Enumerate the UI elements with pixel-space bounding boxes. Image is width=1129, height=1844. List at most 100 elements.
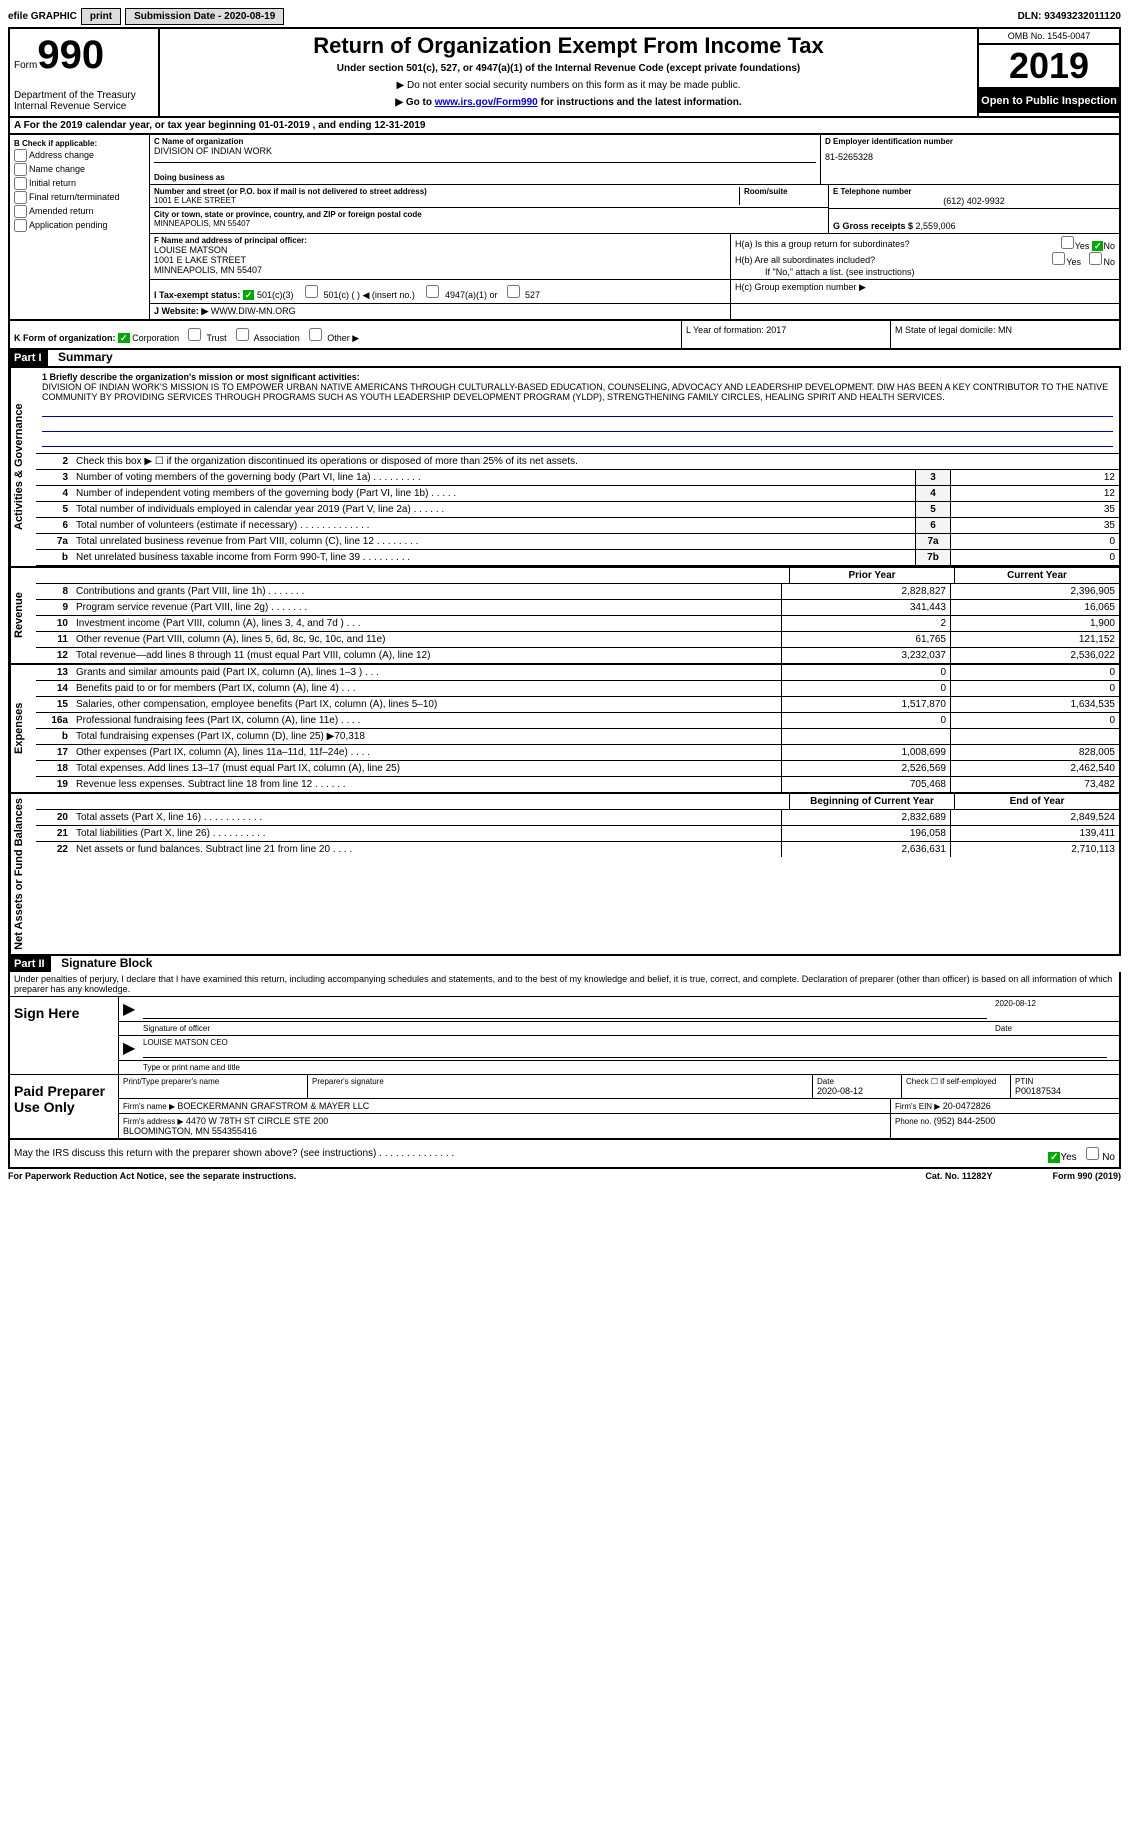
table-row: 14Benefits paid to or for members (Part … xyxy=(36,681,1119,697)
chk-amended[interactable]: Amended return xyxy=(14,205,145,218)
omb-number: OMB No. 1545-0047 xyxy=(979,29,1119,45)
firm-name: BOECKERMANN GRAFSTROM & MAYER LLC xyxy=(177,1101,369,1111)
part1-revenue: Revenue Prior Year Current Year 8Contrib… xyxy=(8,568,1121,665)
efile-label: efile GRAPHIC xyxy=(8,11,77,22)
tab-revenue: Revenue xyxy=(10,568,36,663)
table-row: bNet unrelated business taxable income f… xyxy=(36,550,1119,566)
tax-year: 2019 xyxy=(979,45,1119,89)
box-l: L Year of formation: 2017 xyxy=(681,321,890,348)
ptin: P00187534 xyxy=(1015,1086,1115,1096)
irs-discuss-line: May the IRS discuss this return with the… xyxy=(8,1140,1121,1169)
header-info-grid: B Check if applicable: Address change Na… xyxy=(8,133,1121,321)
box-m: M State of legal domicile: MN xyxy=(890,321,1119,348)
ein: 81-5265328 xyxy=(825,152,1115,162)
instructions-link: ▶ Go to www.irs.gov/Form990 for instruct… xyxy=(164,97,973,108)
tab-expenses: Expenses xyxy=(10,665,36,792)
page-footer: For Paperwork Reduction Act Notice, see … xyxy=(8,1171,1121,1181)
line-a: A For the 2019 calendar year, or tax yea… xyxy=(8,118,1121,133)
tab-governance: Activities & Governance xyxy=(10,368,36,566)
chk-corporation[interactable]: ✓ xyxy=(118,333,130,343)
paid-preparer-label: Paid Preparer Use Only xyxy=(10,1075,119,1138)
table-row: 19Revenue less expenses. Subtract line 1… xyxy=(36,777,1119,792)
form-header: Form990 Department of the Treasury Inter… xyxy=(8,27,1121,118)
chk-address-change[interactable]: Address change xyxy=(14,149,145,162)
table-row: 21Total liabilities (Part X, line 26) . … xyxy=(36,826,1119,842)
mission-block: 1 Briefly describe the organization's mi… xyxy=(36,368,1119,454)
table-row: 16aProfessional fundraising fees (Part I… xyxy=(36,713,1119,729)
box-e-g: E Telephone number (612) 402-9932 G Gros… xyxy=(829,185,1119,233)
table-row: 13Grants and similar amounts paid (Part … xyxy=(36,665,1119,681)
form-title: Return of Organization Exempt From Incom… xyxy=(164,33,973,59)
table-row: 17Other expenses (Part IX, column (A), l… xyxy=(36,745,1119,761)
table-row: 11Other revenue (Part VIII, column (A), … xyxy=(36,632,1119,648)
table-row: 7aTotal unrelated business revenue from … xyxy=(36,534,1119,550)
org-name: DIVISION OF INDIAN WORK xyxy=(154,146,816,156)
colhead-net: Beginning of Current Year End of Year xyxy=(36,794,1119,810)
table-row: 12Total revenue—add lines 8 through 11 (… xyxy=(36,648,1119,663)
box-c-address: Number and street (or P.O. box if mail i… xyxy=(150,185,829,233)
h-a-yesno[interactable]: Yes ✓No xyxy=(1055,236,1115,252)
chk-name-change[interactable]: Name change xyxy=(14,163,145,176)
header-mid: Return of Organization Exempt From Incom… xyxy=(160,29,979,116)
gross-receipts: 2,559,006 xyxy=(916,221,956,231)
open-to-public: Open to Public Inspection xyxy=(979,89,1119,113)
topbar: efile GRAPHIC print Submission Date - 20… xyxy=(8,8,1121,25)
h-b-yesno[interactable]: Yes No xyxy=(1046,252,1115,267)
box-i: I Tax-exempt status: ✓ 501(c)(3) 501(c) … xyxy=(150,280,731,303)
table-row: 10Investment income (Part VIII, column (… xyxy=(36,616,1119,632)
irs-link[interactable]: www.irs.gov/Form990 xyxy=(435,97,538,108)
chk-4947[interactable] xyxy=(426,285,439,298)
part1-bar: Part I xyxy=(8,350,48,366)
table-row: 8Contributions and grants (Part VIII, li… xyxy=(36,584,1119,600)
row-k: K Form of organization: ✓ Corporation Tr… xyxy=(8,321,1121,350)
irs-discuss-yesno[interactable]: ✓Yes No xyxy=(1048,1144,1115,1163)
chk-other[interactable] xyxy=(309,328,322,341)
header-left: Form990 Department of the Treasury Inter… xyxy=(10,29,160,116)
table-row: 22Net assets or fund balances. Subtract … xyxy=(36,842,1119,857)
table-row: bTotal fundraising expenses (Part IX, co… xyxy=(36,729,1119,745)
box-c: C Name of organization DIVISION OF INDIA… xyxy=(150,135,821,184)
table-row: 5Total number of individuals employed in… xyxy=(36,502,1119,518)
print-button[interactable]: print xyxy=(81,8,121,25)
table-row: 9Program service revenue (Part VIII, lin… xyxy=(36,600,1119,616)
firm-ein: 20-0472826 xyxy=(943,1101,991,1111)
website: WWW.DIW-MN.ORG xyxy=(211,306,296,316)
table-row: 15Salaries, other compensation, employee… xyxy=(36,697,1119,713)
box-j: J Website: ▶ WWW.DIW-MN.ORG xyxy=(150,304,731,319)
table-row: 4Number of independent voting members of… xyxy=(36,486,1119,502)
part1-title: Summary xyxy=(58,350,113,364)
table-row: 18Total expenses. Add lines 13–17 (must … xyxy=(36,761,1119,777)
chk-association[interactable] xyxy=(236,328,249,341)
chk-application-pending[interactable]: Application pending xyxy=(14,219,145,232)
box-b: B Check if applicable: Address change Na… xyxy=(10,135,150,319)
box-d: D Employer identification number 81-5265… xyxy=(821,135,1119,184)
dept-treasury: Department of the Treasury Internal Reve… xyxy=(14,90,154,112)
firm-phone: (952) 844-2500 xyxy=(934,1116,996,1126)
tab-netassets: Net Assets or Fund Balances xyxy=(10,794,36,954)
dln: DLN: 93493232011120 xyxy=(1018,11,1121,22)
table-row: 2Check this box ▶ ☐ if the organization … xyxy=(36,454,1119,470)
part1-expenses: Expenses 13Grants and similar amounts pa… xyxy=(8,665,1121,794)
colhead-revenue: Prior Year Current Year xyxy=(36,568,1119,584)
chk-501c[interactable] xyxy=(305,285,318,298)
chk-501c3[interactable]: ✓ xyxy=(243,290,255,300)
table-row: 20Total assets (Part X, line 16) . . . .… xyxy=(36,810,1119,826)
box-hc: H(c) Group exemption number ▶ xyxy=(731,280,1119,303)
chk-initial-return[interactable]: Initial return xyxy=(14,177,145,190)
table-row: 3Number of voting members of the governi… xyxy=(36,470,1119,486)
header-right: OMB No. 1545-0047 2019 Open to Public In… xyxy=(979,29,1119,116)
chk-final-return[interactable]: Final return/terminated xyxy=(14,191,145,204)
part1-governance: Activities & Governance 1 Briefly descri… xyxy=(8,366,1121,568)
chk-trust[interactable] xyxy=(188,328,201,341)
chk-527[interactable] xyxy=(507,285,520,298)
box-h: H(a) Is this a group return for subordin… xyxy=(731,234,1119,279)
table-row: 6Total number of volunteers (estimate if… xyxy=(36,518,1119,534)
part1-netassets: Net Assets or Fund Balances Beginning of… xyxy=(8,794,1121,956)
submission-date: Submission Date - 2020-08-19 xyxy=(125,8,284,25)
part2-title: Signature Block xyxy=(61,956,152,970)
signature-block: Under penalties of perjury, I declare th… xyxy=(8,972,1121,1140)
telephone: (612) 402-9932 xyxy=(833,196,1115,206)
sign-here-label: Sign Here xyxy=(10,997,119,1074)
box-f: F Name and address of principal officer:… xyxy=(150,234,731,279)
part2-bar: Part II xyxy=(8,956,51,972)
